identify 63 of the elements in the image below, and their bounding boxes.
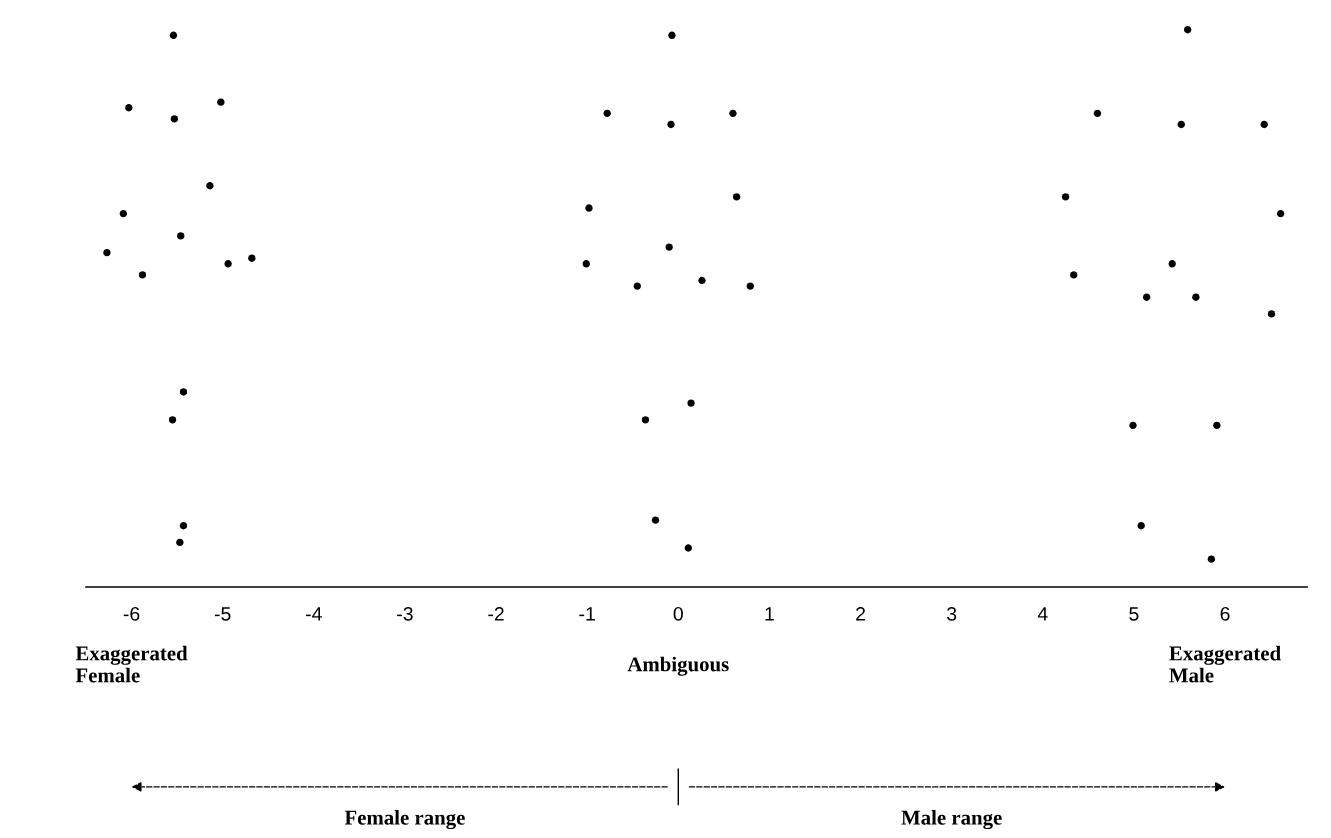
point xyxy=(746,282,754,290)
x-tick-label: 3 xyxy=(946,606,957,621)
point xyxy=(1213,421,1221,430)
point xyxy=(1276,209,1285,218)
point xyxy=(217,98,225,106)
x-tick-label: 2 xyxy=(856,606,865,621)
point xyxy=(138,271,147,279)
x-tick-label: 5 xyxy=(1129,607,1139,621)
point xyxy=(1061,193,1070,201)
point xyxy=(633,282,641,290)
point xyxy=(1070,271,1078,279)
text: Female range xyxy=(344,810,465,830)
text: Ambiguous xyxy=(627,656,729,676)
point xyxy=(179,388,188,396)
point xyxy=(119,209,128,218)
point xyxy=(1192,293,1200,301)
point xyxy=(729,109,737,117)
point xyxy=(1129,421,1137,430)
point xyxy=(585,204,593,212)
point xyxy=(582,260,590,268)
point xyxy=(732,193,741,201)
point xyxy=(698,276,706,285)
x-tick-label: -6 xyxy=(123,606,140,621)
text: Exaggerated Female xyxy=(75,645,188,683)
point xyxy=(177,232,185,240)
text: Exaggerated Male xyxy=(1169,645,1281,683)
point xyxy=(168,416,177,424)
point xyxy=(667,120,675,129)
point xyxy=(668,31,676,39)
point xyxy=(248,254,256,262)
x-tick-label: -2 xyxy=(488,606,504,621)
point xyxy=(687,399,695,407)
x-tick-label: -1 xyxy=(579,607,595,621)
x-tick-label: 4 xyxy=(1037,607,1048,621)
point xyxy=(125,104,133,112)
point xyxy=(170,115,179,123)
x-tick-label: -3 xyxy=(397,606,413,621)
point xyxy=(1260,120,1268,129)
point xyxy=(1168,260,1176,268)
point xyxy=(224,260,232,268)
point xyxy=(179,522,188,530)
text: Male range xyxy=(901,810,1002,830)
point xyxy=(169,31,178,39)
x-tick-label: 0 xyxy=(673,606,683,621)
point xyxy=(1177,120,1185,129)
point xyxy=(1142,293,1151,301)
point xyxy=(1267,310,1276,318)
point xyxy=(684,544,692,552)
point xyxy=(206,182,214,190)
x-tick-label: 6 xyxy=(1220,606,1230,621)
x-tick-label: -5 xyxy=(214,607,231,621)
point xyxy=(176,538,184,547)
x-tick-label: 1 xyxy=(765,607,774,621)
x-tick-label: -4 xyxy=(306,607,322,621)
point xyxy=(665,243,673,251)
point xyxy=(1183,26,1192,34)
point xyxy=(603,109,611,117)
point xyxy=(1137,522,1145,530)
point xyxy=(103,248,111,257)
point xyxy=(1207,555,1216,563)
point xyxy=(1093,109,1102,117)
point xyxy=(641,416,650,424)
point xyxy=(651,516,660,524)
